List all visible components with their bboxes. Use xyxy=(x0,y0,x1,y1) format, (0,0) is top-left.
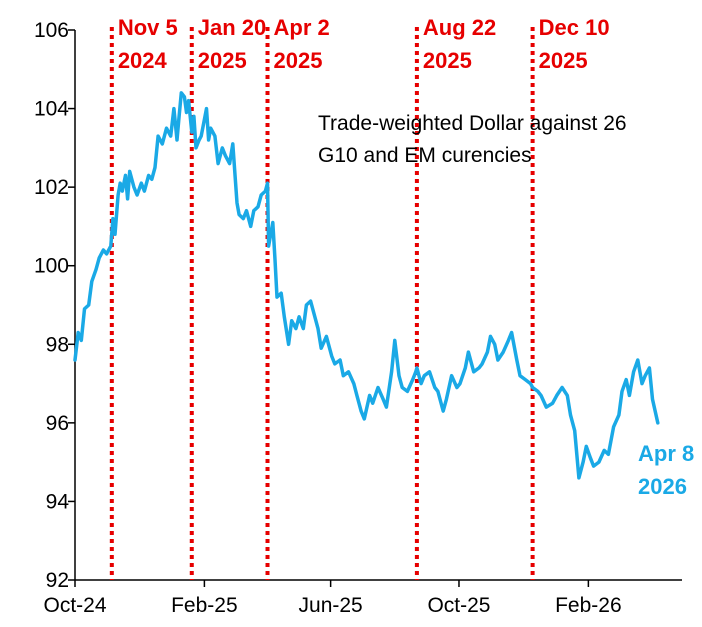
y-tick-label: 100 xyxy=(34,255,69,278)
event-label-year: 2025 xyxy=(274,48,323,73)
event-label-date: Apr 2 xyxy=(274,15,330,40)
end-date-label-line-2: 2026 xyxy=(638,474,687,499)
event-label-date: Jan 20 xyxy=(198,15,267,40)
y-tick-label: 104 xyxy=(34,98,69,121)
y-tick-label: 106 xyxy=(34,19,69,42)
x-tick-label: Feb-26 xyxy=(555,594,622,617)
x-tick-label: Oct-24 xyxy=(43,594,106,617)
y-tick-label: 92 xyxy=(46,569,69,592)
x-tick-label: Jun-25 xyxy=(299,594,363,617)
y-tick-label: 102 xyxy=(34,176,69,199)
x-axis: Oct-24 Feb-25 Jun-25 Oct-25 Feb-26 xyxy=(43,579,682,617)
event-label-year: 2025 xyxy=(423,48,472,73)
event-label-date: Nov 5 xyxy=(118,15,178,40)
y-tick-label: 98 xyxy=(46,333,69,356)
chart-annotation-line-2: G10 and EM curencies xyxy=(318,144,532,167)
event-label-year: 2024 xyxy=(118,48,168,73)
event-label-date: Aug 22 xyxy=(423,15,496,40)
series-line xyxy=(73,91,660,480)
y-axis: 92 94 96 98 100 102 104 106 xyxy=(34,19,76,592)
y-tick-label: 94 xyxy=(46,490,70,513)
event-label-date: Dec 10 xyxy=(539,15,610,40)
event-label-year: 2025 xyxy=(198,48,247,73)
x-tick-label: Oct-25 xyxy=(427,594,490,617)
event-label-year: 2025 xyxy=(539,48,588,73)
end-date-label-line-1: Apr 8 xyxy=(638,441,694,466)
event-markers: Nov 5 2024 Jan 20 2025 Apr 2 2025 Aug 22 2025 De… xyxy=(109,15,610,580)
y-tick-label: 96 xyxy=(46,412,69,435)
x-tick-label: Feb-25 xyxy=(171,594,238,617)
chart-annotation-line-1: Trade-weighted Dollar against 26 xyxy=(318,112,627,135)
